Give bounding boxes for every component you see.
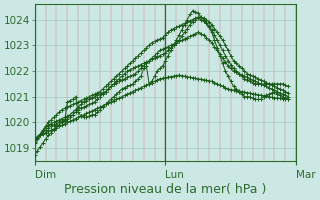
X-axis label: Pression niveau de la mer( hPa ): Pression niveau de la mer( hPa ): [64, 183, 267, 196]
